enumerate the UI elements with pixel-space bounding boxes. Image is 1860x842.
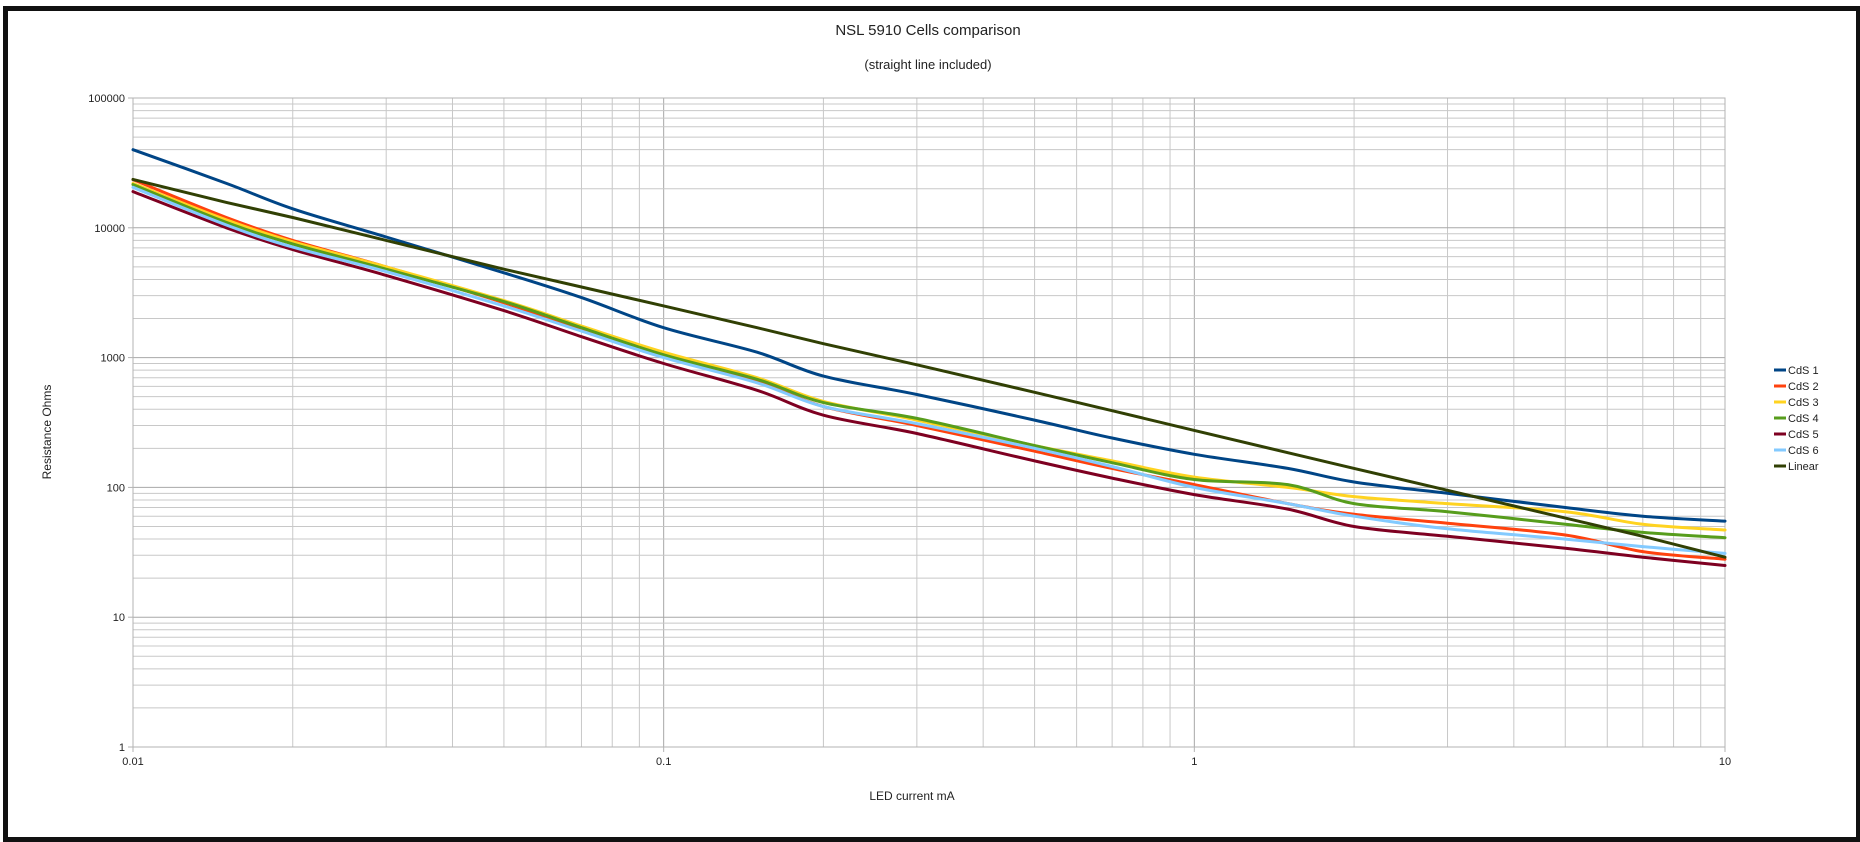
series-line-6 <box>131 185 1727 555</box>
series-line-5 <box>131 190 1727 567</box>
y-tick-label: 10000 <box>94 223 125 235</box>
y-axis-label: Resistance Ohms <box>40 385 54 480</box>
x-tick-label: 0.1 <box>656 756 671 768</box>
y-tick-label: 1 <box>119 742 125 754</box>
legend-label: CdS 3 <box>1788 397 1819 409</box>
x-tick-label: 1 <box>1191 756 1197 768</box>
legend-label: CdS 1 <box>1788 365 1819 377</box>
axis-ticks: 0.01 0.1 1 10 1 10 100 1000 10000 100000 <box>88 93 1731 768</box>
plot-area <box>132 97 1726 748</box>
y-tick-label: 1000 <box>101 353 125 365</box>
chart-frame <box>3 6 1860 842</box>
y-tick-label: 10 <box>113 612 125 624</box>
legend-label: Linear <box>1788 461 1819 473</box>
legend: CdS 1 CdS 2 CdS 3 CdS 4 CdS 5 CdS 6 Linear <box>1774 365 1819 473</box>
series-line-4 <box>131 183 1727 540</box>
legend-label: CdS 6 <box>1788 445 1819 457</box>
x-tick-label: 0.01 <box>122 756 143 768</box>
x-tick-label: 10 <box>1719 756 1731 768</box>
legend-label: CdS 2 <box>1788 381 1819 393</box>
chart-subtitle: (straight line included) <box>864 57 991 72</box>
series-lines <box>131 148 1727 567</box>
legend-label: CdS 5 <box>1788 429 1819 441</box>
series-line-3 <box>131 181 1727 532</box>
legend-label: CdS 4 <box>1788 413 1819 425</box>
y-tick-label: 100000 <box>88 93 125 105</box>
chart-title: NSL 5910 Cells comparison <box>835 22 1020 39</box>
series-line-1 <box>131 148 1727 523</box>
y-tick-label: 100 <box>107 482 125 494</box>
series-line-7 <box>131 177 1727 559</box>
x-axis-label: LED current mA <box>869 789 954 803</box>
